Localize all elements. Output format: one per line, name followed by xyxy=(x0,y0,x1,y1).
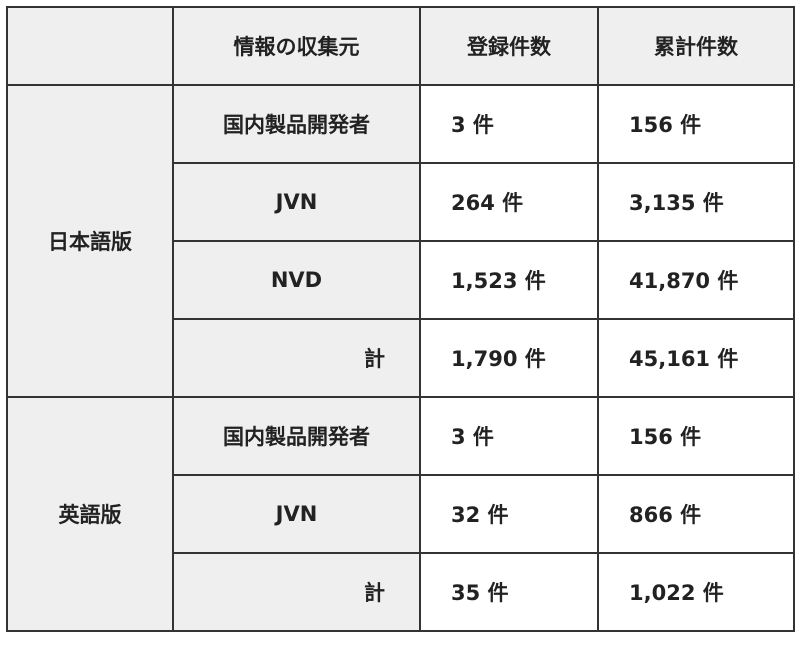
cumulative-cell: 41,870 件 xyxy=(597,240,795,320)
table-row: JVN 32 件 866 件 xyxy=(7,474,795,554)
registered-cell: 3 件 xyxy=(419,396,599,476)
registered-cell: 264 件 xyxy=(419,162,599,242)
header-registered: 登録件数 xyxy=(419,6,599,86)
group-label-japanese: 日本語版 xyxy=(6,84,174,398)
total-label: 計 xyxy=(172,318,421,398)
cumulative-cell: 156 件 xyxy=(597,396,795,476)
source-cell: 国内製品開発者 xyxy=(172,396,421,476)
registered-cell: 1,790 件 xyxy=(419,318,599,398)
cumulative-cell: 1,022 件 xyxy=(597,552,795,632)
source-cell: NVD xyxy=(172,240,421,320)
cumulative-cell: 3,135 件 xyxy=(597,162,795,242)
registered-cell: 32 件 xyxy=(419,474,599,554)
source-cell: JVN xyxy=(172,162,421,242)
registered-cell: 1,523 件 xyxy=(419,240,599,320)
header-source: 情報の収集元 xyxy=(172,6,421,86)
cumulative-cell: 156 件 xyxy=(597,84,795,164)
registered-cell: 35 件 xyxy=(419,552,599,632)
total-row: 計 35 件 1,022 件 xyxy=(7,552,795,632)
source-cell: 国内製品開発者 xyxy=(172,84,421,164)
cumulative-cell: 45,161 件 xyxy=(597,318,795,398)
vulnerability-count-table: 情報の収集元 登録件数 累計件数 日本語版 国内製品開発者 3 件 156 件 … xyxy=(6,6,795,632)
total-row: 計 1,790 件 45,161 件 xyxy=(7,318,795,398)
registered-cell: 3 件 xyxy=(419,84,599,164)
header-cumulative: 累計件数 xyxy=(597,6,795,86)
cumulative-cell: 866 件 xyxy=(597,474,795,554)
table-row: JVN 264 件 3,135 件 xyxy=(7,162,795,242)
table-row: 日本語版 国内製品開発者 3 件 156 件 xyxy=(6,84,795,398)
header-blank xyxy=(6,6,174,86)
source-cell: JVN xyxy=(172,474,421,554)
group-label-english: 英語版 xyxy=(6,396,174,632)
header-row: 情報の収集元 登録件数 累計件数 xyxy=(6,6,795,86)
total-label: 計 xyxy=(172,552,421,632)
table-row: NVD 1,523 件 41,870 件 xyxy=(7,240,795,320)
table-row: 英語版 国内製品開発者 3 件 156 件 xyxy=(6,396,795,632)
